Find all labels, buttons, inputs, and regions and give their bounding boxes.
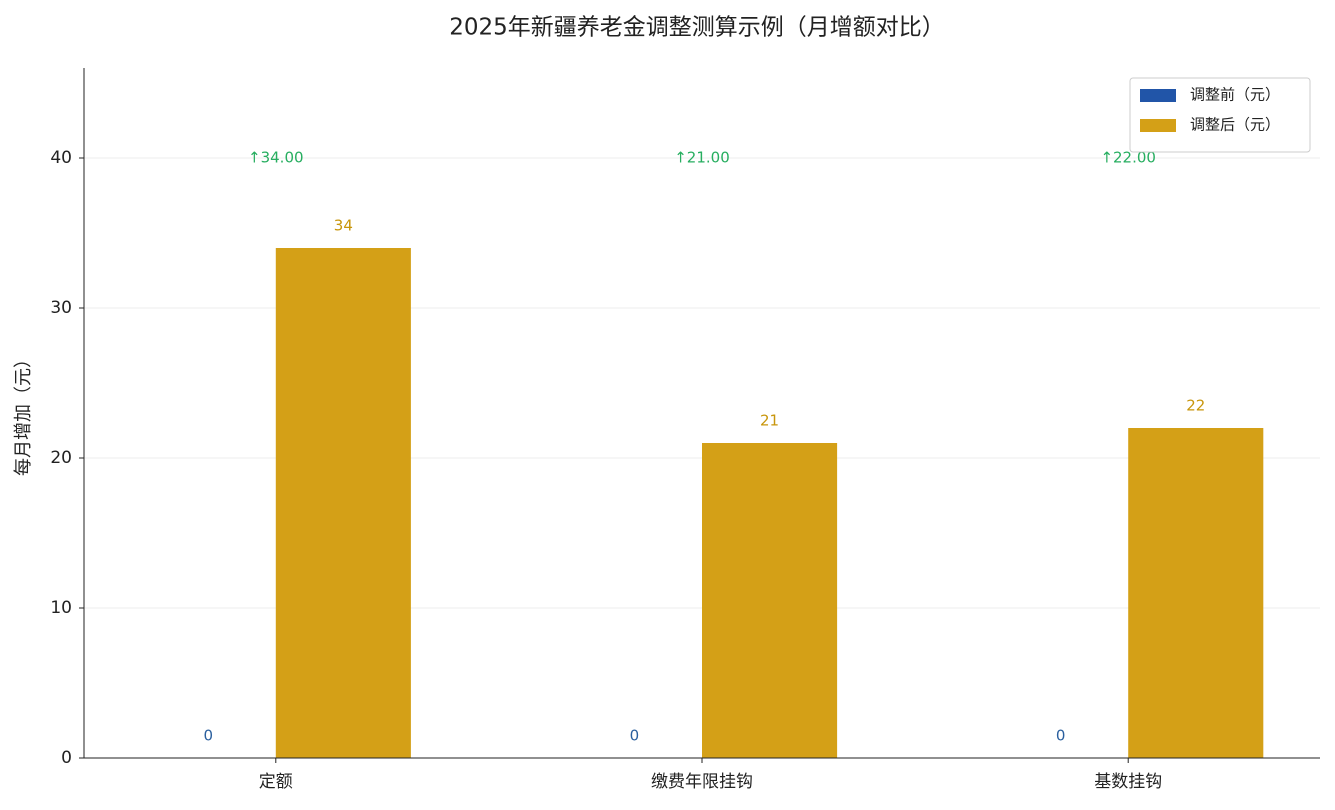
x-tick-label: 基数挂钩: [1094, 772, 1162, 792]
annotation: ↑21.00: [674, 149, 730, 167]
legend-label: 调整前（元）: [1190, 86, 1280, 104]
value-label: 0: [203, 727, 213, 745]
x-tick-label: 定额: [259, 772, 293, 792]
bar: [275, 248, 411, 758]
y-tick-label: 0: [61, 748, 72, 768]
legend-label: 调整后（元）: [1190, 116, 1280, 134]
x-tick-label: 缴费年限挂钩: [651, 772, 753, 792]
y-tick-label: 10: [50, 598, 72, 618]
y-axis-label: 每月增加（元）: [13, 350, 34, 476]
legend-swatch: [1140, 119, 1176, 132]
value-label: 34: [334, 217, 353, 235]
bar: [702, 443, 838, 758]
legend-swatch: [1140, 89, 1176, 102]
y-tick-label: 30: [50, 298, 72, 318]
chart-title: 2025年新疆养老金调整测算示例（月增额对比）: [449, 15, 945, 41]
y-tick-label: 40: [50, 148, 72, 168]
value-label: 0: [630, 727, 640, 745]
value-label: 0: [1056, 727, 1066, 745]
annotation: ↑34.00: [248, 149, 304, 167]
annotation: ↑22.00: [1100, 149, 1156, 167]
bar: [1128, 428, 1264, 758]
value-label: 22: [1186, 397, 1205, 415]
value-label: 21: [760, 412, 779, 430]
y-tick-label: 20: [50, 448, 72, 468]
